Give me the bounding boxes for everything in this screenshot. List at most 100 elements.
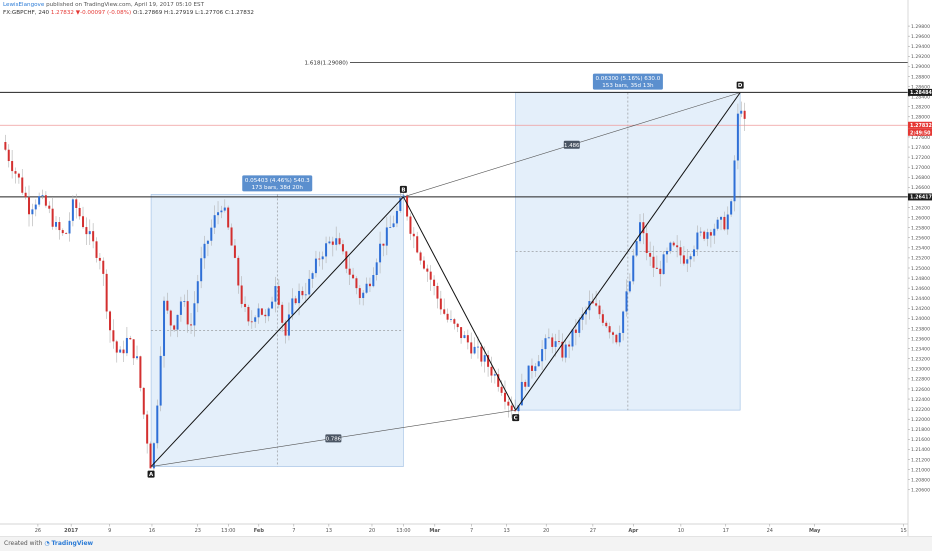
candle-body [476,346,479,348]
price-tick-label: 1.24000 [911,316,930,322]
candle-body [557,341,560,342]
candle-body [311,273,314,279]
low-value: L:1.27706 [195,10,224,16]
candle-body [109,311,112,331]
candle-body [426,268,429,272]
candle-body [520,381,523,406]
down-arrow-icon: ▼ [75,10,81,16]
time-tick-label: 10 [678,528,684,534]
pattern-leg-CD [515,92,741,411]
candle-body [601,314,604,323]
price-tick-label: 1.28000 [911,115,930,121]
candle-body [230,227,233,246]
time-tick-label: 26 [35,528,41,534]
candle-body [247,306,250,322]
candle-body [298,290,301,304]
candle-body [723,216,726,230]
time-tick-label: 2017 [64,528,78,534]
candle-body [352,274,355,279]
range-box-label-line1: 0.06300 (5.16%) 630.0 [595,76,660,82]
pattern-point-D: D [738,83,743,89]
candle-body [409,216,412,234]
candle-body [581,314,584,320]
price-tick-label: 1.25000 [911,266,930,272]
candle-body [34,204,37,210]
candle-body [331,241,334,245]
candle-body [662,254,665,275]
time-tick-label: May [809,528,821,534]
candle-body [257,308,260,318]
candle-body [743,110,746,119]
candle-body [227,207,230,228]
price-tick-label: 1.29400 [911,44,930,50]
tradingview-logo-icon: ◔ [44,540,50,547]
pattern-point-bg [399,185,407,193]
created-with-text: Created with [4,540,43,547]
candle-body [466,335,469,343]
price-tick-label: 1.23000 [911,367,930,373]
candle-body [564,344,567,358]
candle-body [618,332,621,343]
publisher-username[interactable]: LewisElangove [3,2,45,8]
candle-body [615,334,618,343]
horizontal-lines: 1.618(1.29080) [0,60,908,198]
candle-body [635,241,638,256]
candle-body [669,242,672,252]
symbol-line: FX:GBPCHF, 240 1.27832 ▼-0.00097 (-0.08%… [3,10,254,16]
candle-body [152,443,155,469]
candle-body [217,212,220,216]
price-tick-label: 1.21200 [911,457,930,463]
candle-body [105,273,108,312]
candle-body [568,344,571,347]
candle-body [149,443,152,469]
time-tick-label: 13 [326,528,332,534]
candle-body [433,279,436,286]
candle-body [453,319,456,324]
time-tick-label: 20 [543,528,549,534]
candle-body [510,405,513,411]
price-tick-label: 1.29200 [911,54,930,60]
candle-body [544,338,547,350]
candle-body [395,210,398,224]
candle-body [210,227,213,241]
candle-body [382,243,385,246]
candle-body [524,381,527,387]
high-value: H:1.27919 [164,10,194,16]
candle-body [584,310,587,315]
candle-body [578,319,581,333]
candle-body [244,303,247,307]
candle-body [254,317,257,322]
price-change: -0.00097 (-0.08%) [80,10,132,16]
time-tick-label: 13:00 [396,528,410,534]
candle-body [271,301,274,309]
price-tick-label: 1.22000 [911,417,930,423]
candle-body [48,205,51,209]
price-tick-label: 1.25400 [911,246,930,252]
pattern-point-C: C [514,416,518,422]
candle-body [449,319,452,320]
candle-body [88,231,91,235]
candle-body [190,324,193,326]
candle-body [527,365,530,387]
published-text: published on TradingView.com, April 19, … [46,2,205,8]
candle-body [709,232,712,236]
candle-body [136,356,139,359]
candle-body [422,260,425,269]
tradingview-brand[interactable]: TradingView [51,540,94,547]
price-tick-label: 1.27200 [911,155,930,161]
candle-body [679,247,682,256]
ratio-label-bg [325,434,342,443]
candle-body [21,177,24,193]
candle-body [301,290,304,296]
candle-body [537,361,540,367]
price-tick-label: 1.24200 [911,306,930,312]
candle-body [443,309,446,314]
candle-body [267,308,270,317]
candle-body [41,195,44,197]
candle-body [193,303,196,326]
candle-body [348,268,351,275]
candle-body [95,241,98,258]
open-value: O:1.27869 [132,10,163,16]
